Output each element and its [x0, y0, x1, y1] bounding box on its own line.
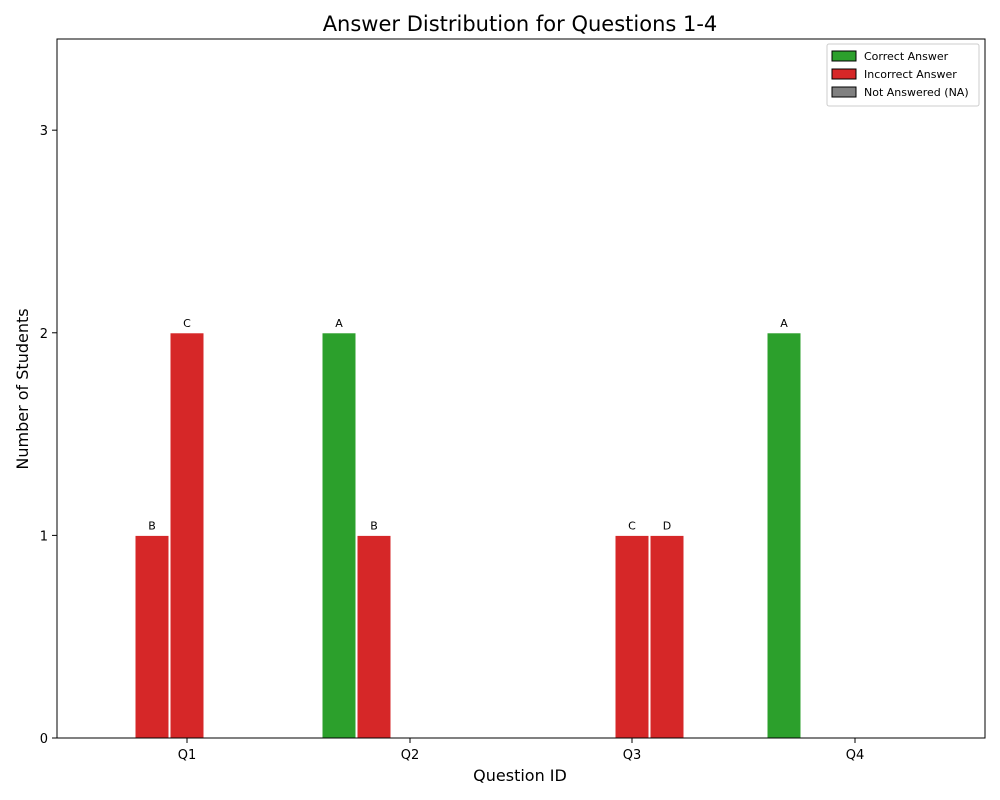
- bar-q3-d: [649, 534, 685, 739]
- y-tick-label: 0: [40, 732, 48, 747]
- legend-swatch: [831, 86, 857, 98]
- bar-labels-layer: B C A B C D A: [148, 317, 788, 533]
- bar-q3-c: [614, 534, 650, 739]
- bars-layer: [134, 332, 802, 739]
- legend-swatch: [831, 68, 857, 80]
- bar-label-q2-a: A: [335, 317, 343, 330]
- bar-label-q4-a: A: [780, 317, 788, 330]
- chart-title: Answer Distribution for Questions 1-4: [323, 12, 718, 36]
- y-tick-label: 2: [40, 327, 48, 342]
- legend-label: Not Answered (NA): [864, 86, 969, 99]
- plot-frame: [56, 38, 986, 739]
- bar-label-q3-d: D: [663, 519, 671, 532]
- y-tick-label: 3: [40, 124, 48, 139]
- legend: Correct Answer Incorrect Answer Not Answer…: [826, 43, 980, 107]
- x-tick-label-q3: Q3: [623, 748, 642, 763]
- bar-q4-a: [766, 332, 802, 739]
- y-tick-label: 1: [40, 529, 48, 544]
- legend-swatch: [831, 50, 857, 62]
- legend-box: [826, 43, 980, 107]
- bar-q2-a: [321, 332, 357, 739]
- x-axis-label: Question ID: [473, 766, 567, 785]
- x-axis-ticks: Q1 Q2 Q3 Q4: [178, 738, 865, 763]
- y-axis-ticks: 0 1 2 3: [40, 124, 57, 747]
- y-axis-label: Number of Students: [13, 308, 32, 469]
- x-tick-label-q4: Q4: [846, 748, 865, 763]
- bar-label-q1-b: B: [148, 519, 156, 532]
- bar-label-q2-b: B: [370, 519, 378, 532]
- legend-label: Correct Answer: [864, 50, 949, 63]
- bar-q2-b: [356, 534, 392, 739]
- bar-label-q1-c: C: [183, 317, 191, 330]
- bar-label-q3-c: C: [628, 519, 636, 532]
- bar-q1-b: [134, 534, 170, 739]
- x-tick-label-q2: Q2: [401, 748, 420, 763]
- legend-label: Incorrect Answer: [864, 68, 957, 81]
- x-tick-label-q1: Q1: [178, 748, 197, 763]
- bar-q1-c: [169, 332, 205, 739]
